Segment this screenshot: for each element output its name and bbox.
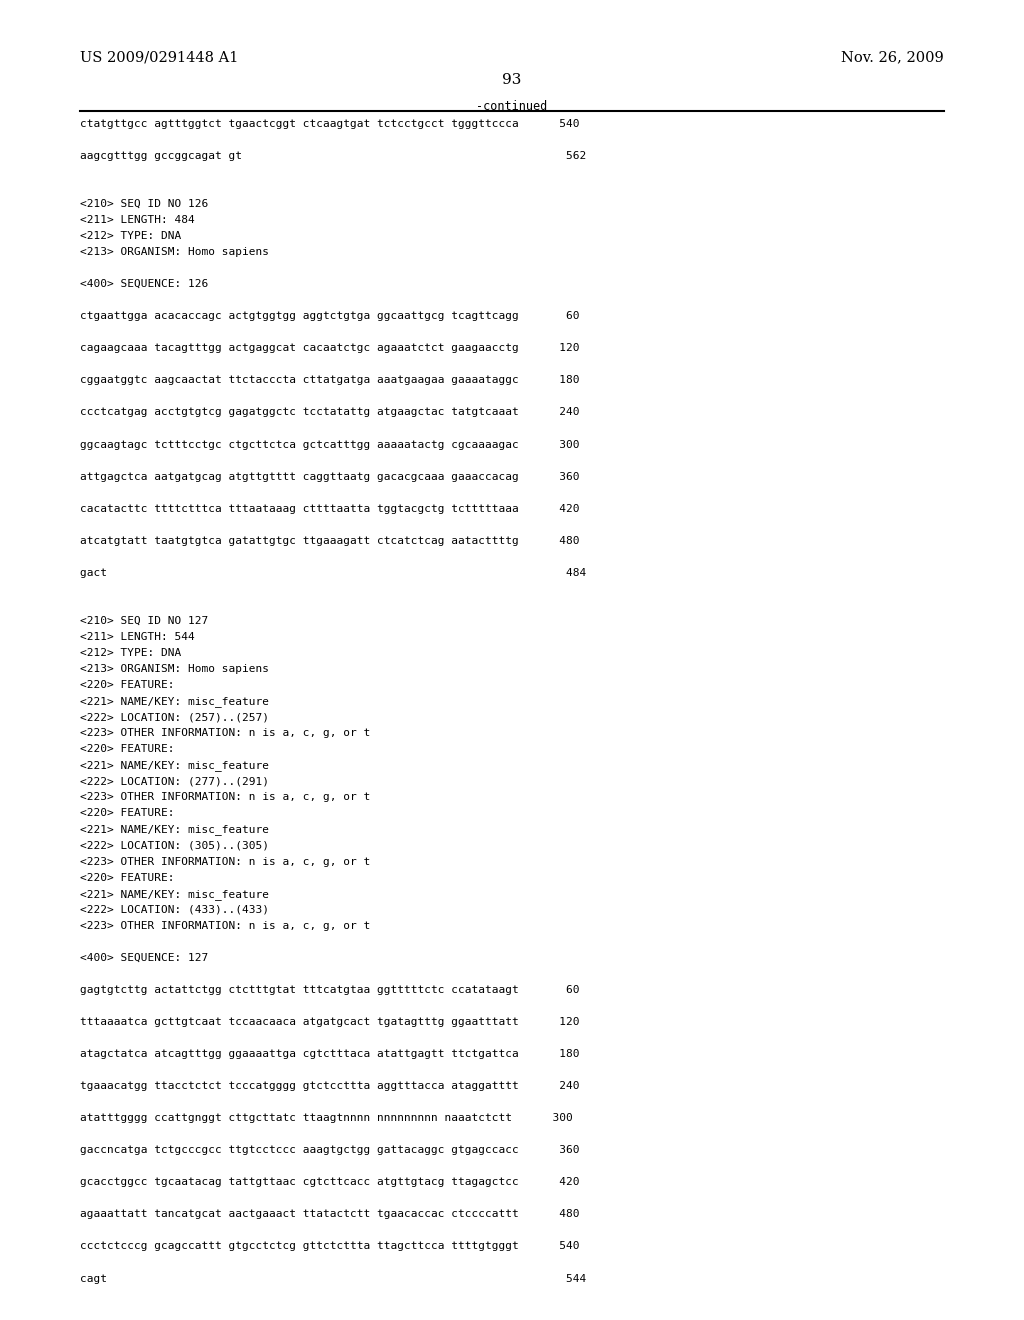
Text: <221> NAME/KEY: misc_feature: <221> NAME/KEY: misc_feature [80,825,269,836]
Text: <220> FEATURE:: <220> FEATURE: [80,808,174,818]
Text: <222> LOCATION: (257)..(257): <222> LOCATION: (257)..(257) [80,713,269,722]
Text: <220> FEATURE:: <220> FEATURE: [80,744,174,754]
Text: <223> OTHER INFORMATION: n is a, c, g, or t: <223> OTHER INFORMATION: n is a, c, g, o… [80,857,370,866]
Text: ctgaattgga acacaccagc actgtggtgg aggtctgtga ggcaattgcg tcagttcagg       60: ctgaattgga acacaccagc actgtggtgg aggtctg… [80,312,580,321]
Text: ggcaagtagc tctttcctgc ctgcttctca gctcatttgg aaaaatactg cgcaaaagac      300: ggcaagtagc tctttcctgc ctgcttctca gctcatt… [80,440,580,450]
Text: <220> FEATURE:: <220> FEATURE: [80,873,174,883]
Text: <223> OTHER INFORMATION: n is a, c, g, or t: <223> OTHER INFORMATION: n is a, c, g, o… [80,729,370,738]
Text: <223> OTHER INFORMATION: n is a, c, g, or t: <223> OTHER INFORMATION: n is a, c, g, o… [80,792,370,803]
Text: cacatacttc ttttctttca tttaataaag cttttaatta tggtacgctg tctttttaaa      420: cacatacttc ttttctttca tttaataaag cttttaa… [80,504,580,513]
Text: cagt                                                                    544: cagt 544 [80,1274,586,1283]
Text: <223> OTHER INFORMATION: n is a, c, g, or t: <223> OTHER INFORMATION: n is a, c, g, o… [80,920,370,931]
Text: <221> NAME/KEY: misc_feature: <221> NAME/KEY: misc_feature [80,696,269,708]
Text: atcatgtatt taatgtgtca gatattgtgc ttgaaagatt ctcatctcag aatacttttg      480: atcatgtatt taatgtgtca gatattgtgc ttgaaag… [80,536,580,545]
Text: ctatgttgcc agtttggtct tgaactcggt ctcaagtgat tctcctgcct tgggttccca      540: ctatgttgcc agtttggtct tgaactcggt ctcaagt… [80,119,580,129]
Text: <221> NAME/KEY: misc_feature: <221> NAME/KEY: misc_feature [80,760,269,771]
Text: gagtgtcttg actattctgg ctctttgtat tttcatgtaa ggtttttctc ccatataagt       60: gagtgtcttg actattctgg ctctttgtat tttcatg… [80,985,580,995]
Text: cagaagcaaa tacagtttgg actgaggcat cacaatctgc agaaatctct gaagaacctg      120: cagaagcaaa tacagtttgg actgaggcat cacaatc… [80,343,580,354]
Text: US 2009/0291448 A1: US 2009/0291448 A1 [80,50,239,65]
Text: <212> TYPE: DNA: <212> TYPE: DNA [80,648,181,659]
Text: -continued: -continued [476,100,548,114]
Text: <222> LOCATION: (305)..(305): <222> LOCATION: (305)..(305) [80,841,269,850]
Text: atatttgggg ccattgnggt cttgcttatc ttaagtnnnn nnnnnnnnn naaatctctt      300: atatttgggg ccattgnggt cttgcttatc ttaagtn… [80,1113,572,1123]
Text: aagcgtttgg gccggcagat gt                                                562: aagcgtttgg gccggcagat gt 562 [80,150,586,161]
Text: 93: 93 [503,73,521,87]
Text: Nov. 26, 2009: Nov. 26, 2009 [842,50,944,65]
Text: gact                                                                    484: gact 484 [80,568,586,578]
Text: <213> ORGANISM: Homo sapiens: <213> ORGANISM: Homo sapiens [80,664,269,675]
Text: cggaatggtc aagcaactat ttctacccta cttatgatga aaatgaagaa gaaaataggc      180: cggaatggtc aagcaactat ttctacccta cttatga… [80,375,580,385]
Text: atagctatca atcagtttgg ggaaaattga cgtctttaca atattgagtt ttctgattca      180: atagctatca atcagtttgg ggaaaattga cgtcttt… [80,1049,580,1059]
Text: <212> TYPE: DNA: <212> TYPE: DNA [80,231,181,242]
Text: <400> SEQUENCE: 126: <400> SEQUENCE: 126 [80,280,208,289]
Text: agaaattatt tancatgcat aactgaaact ttatactctt tgaacaccac ctccccattt      480: agaaattatt tancatgcat aactgaaact ttatact… [80,1209,580,1220]
Text: <220> FEATURE:: <220> FEATURE: [80,680,174,690]
Text: <213> ORGANISM: Homo sapiens: <213> ORGANISM: Homo sapiens [80,247,269,257]
Text: <211> LENGTH: 484: <211> LENGTH: 484 [80,215,195,224]
Text: <210> SEQ ID NO 126: <210> SEQ ID NO 126 [80,199,208,209]
Text: attgagctca aatgatgcag atgttgtttt caggttaatg gacacgcaaa gaaaccacag      360: attgagctca aatgatgcag atgttgtttt caggtta… [80,471,580,482]
Text: ccctcatgag acctgtgtcg gagatggctc tcctatattg atgaagctac tatgtcaaat      240: ccctcatgag acctgtgtcg gagatggctc tcctata… [80,408,580,417]
Text: gcacctggcc tgcaatacag tattgttaac cgtcttcacc atgttgtacg ttagagctcc      420: gcacctggcc tgcaatacag tattgttaac cgtcttc… [80,1177,580,1187]
Text: <400> SEQUENCE: 127: <400> SEQUENCE: 127 [80,953,208,962]
Text: tgaaacatgg ttacctctct tcccatgggg gtctccttta aggtttacca ataggatttt      240: tgaaacatgg ttacctctct tcccatgggg gtctcct… [80,1081,580,1092]
Text: <222> LOCATION: (433)..(433): <222> LOCATION: (433)..(433) [80,904,269,915]
Text: tttaaaatca gcttgtcaat tccaacaaca atgatgcact tgatagtttg ggaatttatt      120: tttaaaatca gcttgtcaat tccaacaaca atgatgc… [80,1016,580,1027]
Text: <221> NAME/KEY: misc_feature: <221> NAME/KEY: misc_feature [80,888,269,899]
Text: ccctctcccg gcagccattt gtgcctctcg gttctcttta ttagcttcca ttttgtgggt      540: ccctctcccg gcagccattt gtgcctctcg gttctct… [80,1241,580,1251]
Text: gaccncatga tctgcccgcc ttgtcctccc aaagtgctgg gattacaggc gtgagccacc      360: gaccncatga tctgcccgcc ttgtcctccc aaagtgc… [80,1146,580,1155]
Text: <211> LENGTH: 544: <211> LENGTH: 544 [80,632,195,642]
Text: <210> SEQ ID NO 127: <210> SEQ ID NO 127 [80,616,208,626]
Text: <222> LOCATION: (277)..(291): <222> LOCATION: (277)..(291) [80,776,269,787]
